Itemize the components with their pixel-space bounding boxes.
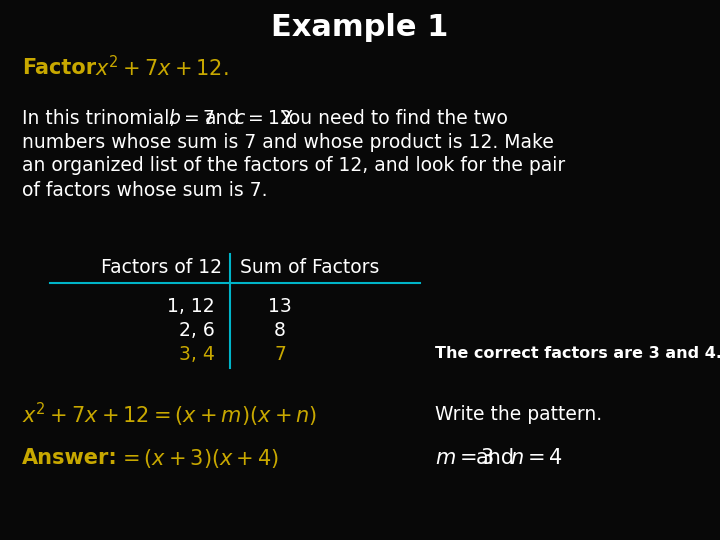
Text: 3, 4: 3, 4 — [179, 345, 215, 363]
Text: You need to find the two: You need to find the two — [280, 109, 508, 127]
Text: $c=12.$: $c=12.$ — [234, 109, 297, 127]
Text: 7: 7 — [274, 345, 286, 363]
Text: 8: 8 — [274, 321, 286, 340]
Text: 13: 13 — [268, 296, 292, 315]
Text: and: and — [476, 448, 515, 468]
Text: $m=3$: $m=3$ — [435, 448, 495, 468]
Text: Factors of 12: Factors of 12 — [101, 259, 222, 278]
Text: In this trinomial,: In this trinomial, — [22, 109, 176, 127]
Text: 1, 12: 1, 12 — [167, 296, 215, 315]
Text: Answer:: Answer: — [22, 448, 118, 468]
Text: Factor: Factor — [22, 58, 96, 78]
Text: Write the pattern.: Write the pattern. — [435, 406, 602, 424]
Text: numbers whose sum is 7 and whose product is 12. Make: numbers whose sum is 7 and whose product… — [22, 132, 554, 152]
Text: $=(x+3)(x+4)$: $=(x+3)(x+4)$ — [118, 447, 279, 469]
Text: $b=7$: $b=7$ — [168, 109, 215, 127]
Text: The correct factors are 3 and 4.: The correct factors are 3 and 4. — [435, 347, 720, 361]
Text: Example 1: Example 1 — [271, 14, 449, 43]
Text: $x^{2}+7x+12.$: $x^{2}+7x+12.$ — [95, 56, 229, 80]
Text: $n=4$: $n=4$ — [510, 448, 563, 468]
Text: of factors whose sum is 7.: of factors whose sum is 7. — [22, 180, 268, 199]
Text: 2, 6: 2, 6 — [179, 321, 215, 340]
Text: Sum of Factors: Sum of Factors — [240, 259, 379, 278]
Text: $x^{2}+7x+12=(x+m)(x+n)$: $x^{2}+7x+12=(x+m)(x+n)$ — [22, 401, 318, 429]
Text: and: and — [205, 109, 240, 127]
Text: an organized list of the factors of 12, and look for the pair: an organized list of the factors of 12, … — [22, 157, 565, 176]
